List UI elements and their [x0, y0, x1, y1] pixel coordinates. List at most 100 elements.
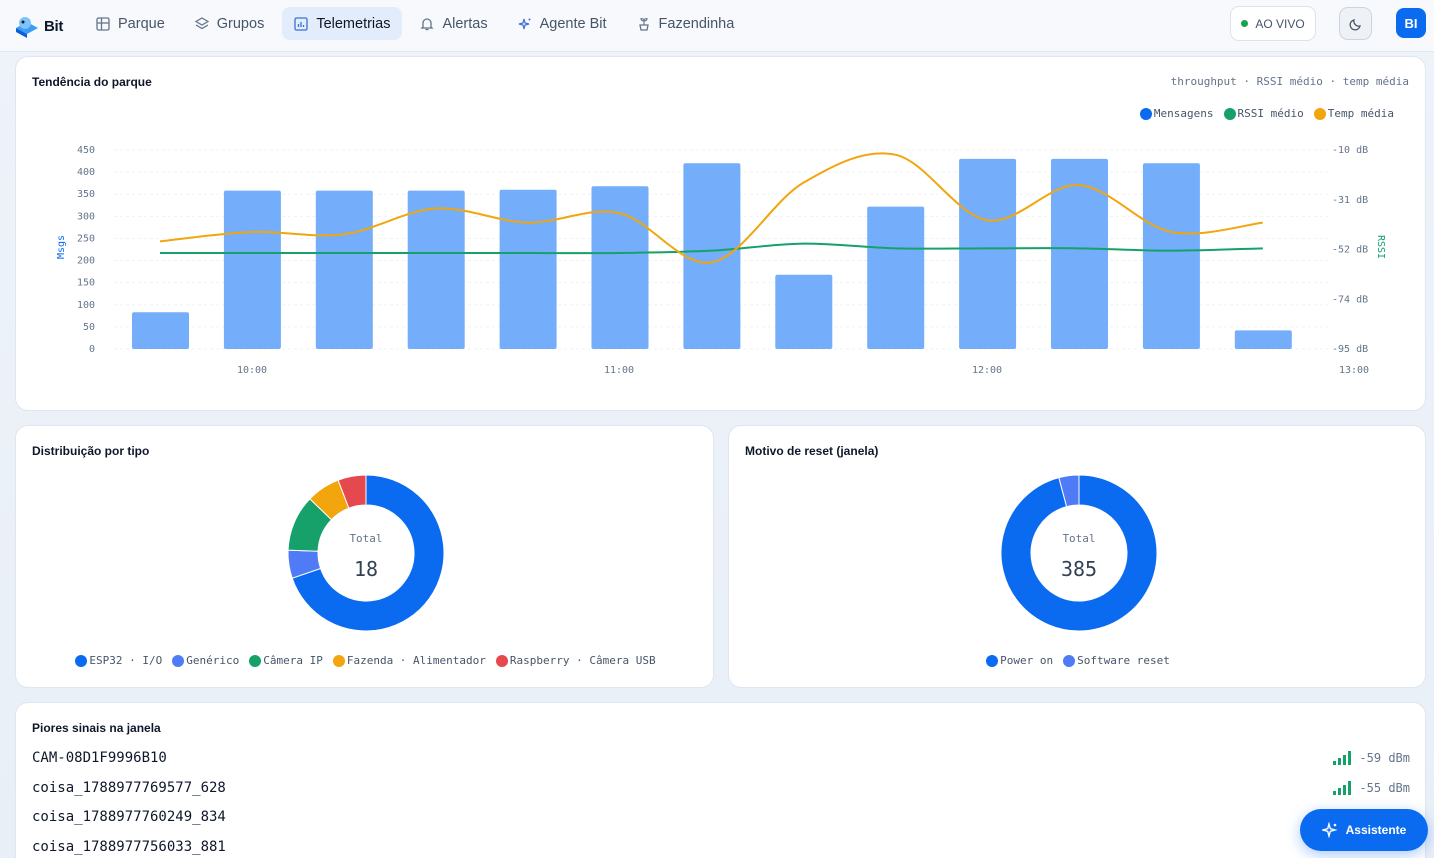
bar-mensagens — [1234, 330, 1292, 349]
signal-bars-icon — [1333, 751, 1352, 765]
y-tick-label: 400 — [77, 167, 95, 178]
live-status-badge[interactable]: AO VIVO — [1230, 6, 1316, 41]
legend-swatch — [495, 654, 508, 667]
legend-item-mensagens[interactable]: Mensagens — [1139, 107, 1214, 120]
legend-label: Temp média — [1327, 107, 1394, 120]
x-tick-label: 10:00 — [237, 365, 267, 376]
legend-swatch — [332, 654, 345, 667]
x-tick-label: 13:00 — [1339, 365, 1369, 376]
legend-label: ESP32 · I/O — [89, 654, 163, 667]
legend-item[interactable]: Câmera IP — [249, 654, 323, 667]
legend-item[interactable]: Genérico — [172, 654, 239, 667]
legend-item-temp[interactable]: Temp média — [1313, 107, 1394, 120]
legend-swatch — [986, 654, 999, 667]
legend-label: Raspberry · Câmera USB — [509, 654, 656, 667]
reset-card: Motivo de reset (janela) Total 385 Power… — [728, 425, 1426, 688]
sparkle-icon — [1321, 822, 1338, 838]
legend-item[interactable]: Software reset — [1063, 654, 1170, 667]
distribution-total: Total 18 — [316, 532, 416, 581]
y2-tick-label: -10 dB — [1332, 145, 1368, 156]
legend-item[interactable]: Power on — [986, 654, 1053, 667]
nav-fazendinha[interactable]: Fazendinha — [625, 7, 747, 40]
live-label: AO VIVO — [1255, 16, 1305, 31]
moon-icon — [1348, 18, 1361, 31]
distribution-card: Distribuição por tipo Total 18 ESP32 · I… — [15, 425, 714, 688]
bar-mensagens — [499, 189, 557, 349]
theme-toggle-button[interactable] — [1339, 7, 1372, 40]
legend-swatch — [1223, 107, 1236, 120]
signal-value: -55 dBm — [1359, 781, 1410, 795]
sparkle-icon — [518, 18, 531, 29]
legend-swatch — [1313, 107, 1326, 120]
total-value: 385 — [1060, 557, 1098, 581]
nav-label: Parque — [118, 15, 165, 32]
line-temp — [159, 152, 1263, 264]
trend-chart: 0 50 100 150 200 250 300 350 400 450 -95 dB -74 dB -… — [56, 145, 1386, 376]
signal-strength: -55 dBm — [1333, 781, 1410, 795]
nav-agente-bit[interactable]: Agente Bit — [506, 7, 619, 40]
nav-alertas[interactable]: Alertas — [408, 7, 499, 40]
legend-label: Mensagens — [1153, 107, 1214, 120]
trend-card: Tendência do parque throughput · RSSI mé… — [15, 56, 1426, 411]
bar-mensagens — [1051, 158, 1108, 349]
user-avatar[interactable]: BI — [1396, 8, 1426, 38]
y2-tick-label: -74 dB — [1332, 294, 1368, 305]
y-tick-label: 300 — [77, 211, 95, 222]
trend-legend: Mensagens RSSI médio Temp média — [1139, 107, 1394, 120]
nav-parque[interactable]: Parque — [84, 7, 177, 40]
table-row[interactable]: CAM-08D1F9996B10 -59 dBm — [32, 746, 1410, 770]
worst-signals-card: Piores sinais na janela CAM-08D1F9996B10… — [15, 702, 1426, 858]
legend-label: Genérico — [186, 654, 240, 667]
brand-name: Bit — [44, 17, 64, 35]
table-row[interactable]: coisa_1788977760249_834 — [32, 805, 1410, 829]
nav-telemetrias[interactable]: Telemetrias — [282, 7, 403, 40]
donut-slice — [1058, 474, 1080, 508]
legend-item-rssi[interactable]: RSSI médio — [1223, 107, 1304, 120]
distribution-title: Distribuição por tipo — [32, 444, 150, 458]
line-rssi — [160, 242, 1263, 255]
bell-icon — [420, 17, 435, 30]
bar-mensagens — [775, 274, 833, 349]
trend-title: Tendência do parque — [32, 75, 152, 89]
reset-donut — [1000, 474, 1158, 632]
y-tick-label: 50 — [83, 322, 95, 333]
bar-mensagens — [683, 163, 741, 349]
y-tick-label: 250 — [77, 233, 95, 244]
total-label: Total — [349, 532, 383, 545]
legend-item[interactable]: ESP32 · I/O — [75, 654, 162, 667]
nav-label: Alertas — [442, 15, 488, 32]
x-tick-label: 11:00 — [604, 365, 634, 376]
worst-title: Piores sinais na janela — [32, 721, 161, 735]
reset-title: Motivo de reset (janela) — [745, 444, 879, 458]
reset-total: Total 385 — [1029, 532, 1129, 581]
assistant-button[interactable]: Assistente — [1300, 809, 1428, 851]
donut-slice — [1000, 474, 1158, 632]
device-name: CAM-08D1F9996B10 — [32, 750, 167, 766]
distribution-legend: ESP32 · I/O Genérico Câmera IP Fazenda · Al… — [16, 654, 715, 667]
legend-item[interactable]: Raspberry · Câmera USB — [495, 654, 656, 667]
legend-label: Fazenda · Alimentador — [346, 654, 486, 667]
trend-subtitle: throughput · RSSI médio · temp média — [1170, 75, 1409, 88]
brand-logo[interactable]: Bit — [14, 12, 63, 40]
bar-mensagens — [132, 312, 189, 349]
table-row[interactable]: coisa_1788977769577_628 -55 dBm — [32, 776, 1410, 800]
bar-mensagens — [407, 190, 465, 349]
legend-swatch — [172, 654, 185, 667]
y2-axis-label: RSSI — [1375, 235, 1386, 259]
table-row[interactable]: coisa_1788977756033_881 — [32, 835, 1410, 858]
nav-label: Grupos — [216, 15, 265, 32]
grid-icon — [96, 16, 110, 31]
total-value: 18 — [353, 557, 379, 581]
legend-label: Software reset — [1077, 654, 1170, 667]
y-tick-label: 0 — [89, 344, 95, 355]
nav-label: Fazendinha — [658, 15, 735, 32]
legend-swatch — [249, 654, 262, 667]
y-tick-label: 350 — [77, 189, 95, 200]
live-dot-icon — [1241, 20, 1249, 27]
nav-grupos[interactable]: Grupos — [183, 7, 277, 40]
device-name: coisa_1788977756033_881 — [32, 839, 226, 855]
bar-mensagens — [1142, 163, 1200, 349]
nav-label: Agente Bit — [539, 15, 607, 32]
legend-item[interactable]: Fazenda · Alimentador — [332, 654, 486, 667]
legend-swatch — [75, 654, 88, 667]
